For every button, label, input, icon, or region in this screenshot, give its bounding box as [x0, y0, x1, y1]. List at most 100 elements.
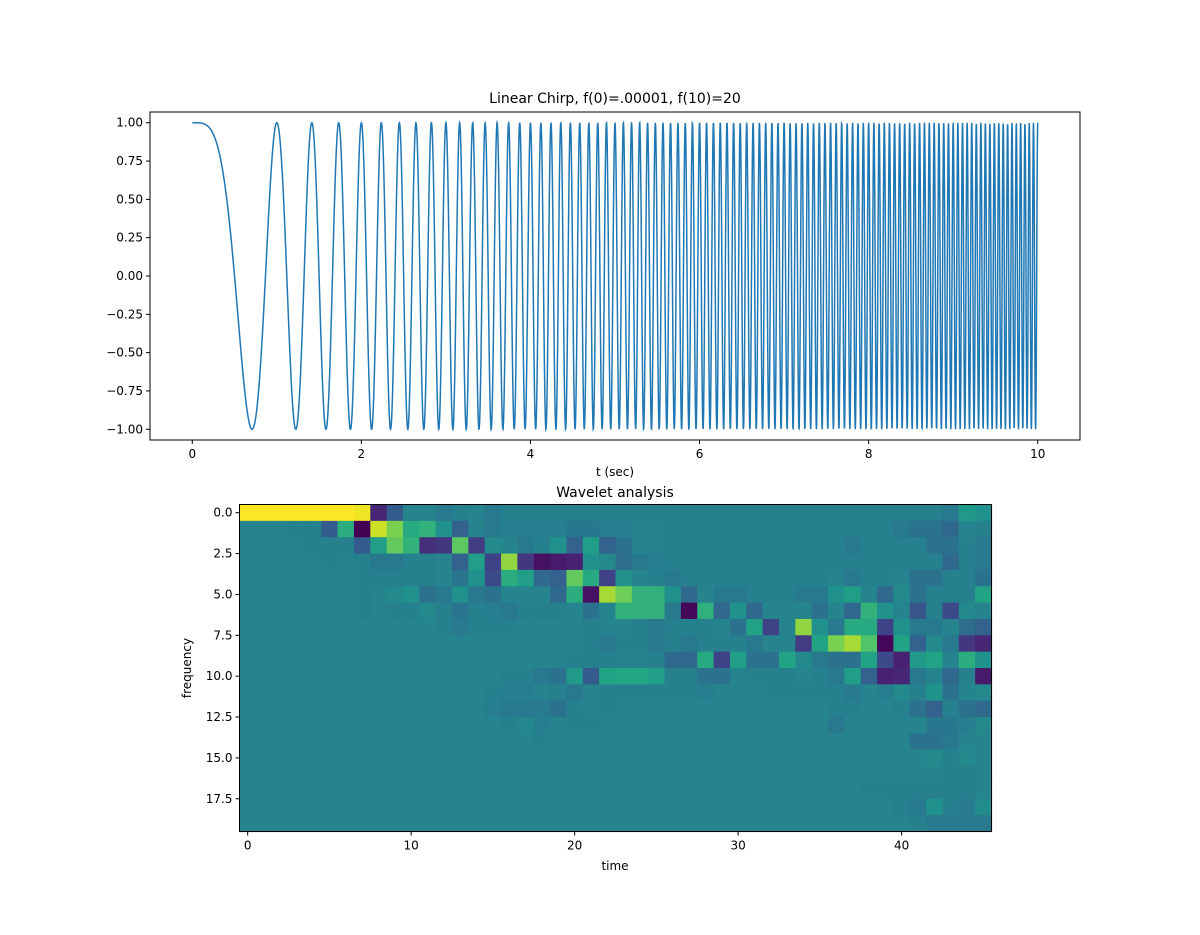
heatmap-cell — [729, 815, 747, 833]
heatmap-cell — [828, 635, 845, 653]
heatmap-cell — [729, 618, 747, 636]
heatmap-cell — [533, 798, 551, 816]
heatmap-cell — [762, 586, 780, 604]
heatmap-cell — [419, 635, 437, 653]
heatmap-cell — [566, 798, 584, 816]
heatmap-cell — [239, 651, 257, 669]
heatmap-cell — [631, 520, 649, 538]
heatmap-cell — [909, 586, 927, 604]
heatmap-cell — [697, 782, 715, 800]
heatmap-cell — [452, 798, 469, 816]
heatmap-cell — [664, 798, 682, 816]
heatmap-cell — [239, 733, 257, 751]
heatmap-cell — [909, 635, 927, 653]
heatmap-x-axis-label: time — [601, 859, 628, 873]
heatmap-cell — [909, 602, 927, 620]
y-tick-label: 0.25 — [116, 231, 143, 245]
heatmap-cell — [452, 569, 469, 587]
heatmap-cell — [370, 684, 388, 702]
heatmap-cell — [599, 504, 617, 522]
heatmap-y-axis-ticks: 0.0 2.5 5.0 7.5 10.0 12.5 15.0 17.5 — [206, 506, 240, 806]
heatmap-cell — [713, 651, 731, 669]
heatmap-cell — [550, 700, 568, 718]
heatmap-cell — [713, 700, 731, 718]
heatmap-cell — [239, 798, 257, 816]
heatmap-cell — [942, 504, 960, 522]
heatmap-cell — [795, 553, 813, 571]
heatmap-cell — [631, 766, 649, 784]
heatmap-cell — [533, 586, 551, 604]
heatmap-cell — [386, 504, 404, 522]
heatmap-cell — [239, 553, 257, 571]
heatmap-cell — [795, 537, 813, 555]
heatmap-cell — [582, 766, 600, 784]
chirp-plot-title: Linear Chirp, f(0)=.00001, f(10)=20 — [489, 91, 741, 107]
heatmap-cell — [746, 684, 764, 702]
heatmap-cell — [337, 733, 355, 751]
heatmap-cell — [501, 815, 519, 833]
heatmap-cell — [370, 733, 388, 751]
heatmap-cell — [680, 668, 698, 685]
heatmap-cell — [321, 668, 339, 685]
heatmap-cell — [255, 618, 273, 636]
heatmap-cell — [648, 651, 666, 669]
heatmap-cell — [402, 553, 420, 571]
heatmap-cell — [648, 635, 666, 653]
heatmap-cell — [680, 717, 698, 734]
heatmap-cell — [288, 815, 306, 833]
heatmap-cell — [828, 798, 845, 816]
heatmap-cell — [811, 668, 829, 685]
heatmap-cell — [697, 766, 715, 784]
heatmap-cell — [501, 537, 519, 555]
heatmap-cell — [778, 668, 796, 685]
heatmap-cell — [272, 733, 290, 751]
x-tick-label: 10 — [404, 839, 419, 853]
heatmap-cell — [435, 700, 453, 718]
heatmap-cell — [729, 700, 747, 718]
heatmap-cell — [272, 651, 290, 669]
heatmap-cell — [337, 684, 355, 702]
heatmap-cell — [975, 618, 993, 636]
heatmap-cell — [828, 504, 845, 522]
heatmap-cell — [353, 537, 371, 555]
heatmap-cell — [697, 651, 715, 669]
heatmap-cell — [893, 733, 911, 751]
heatmap-cell — [255, 537, 273, 555]
heatmap-cells — [239, 504, 993, 833]
heatmap-cell — [321, 504, 339, 522]
heatmap-cell — [615, 618, 633, 636]
heatmap-cell — [353, 815, 371, 833]
heatmap-cell — [860, 569, 878, 587]
heatmap-x-axis-ticks: 0 10 20 30 40 — [244, 831, 909, 853]
heatmap-cell — [680, 618, 698, 636]
heatmap-cell — [697, 586, 715, 604]
heatmap-cell — [828, 537, 845, 555]
heatmap-cell — [926, 749, 944, 767]
heatmap-cell — [304, 798, 322, 816]
heatmap-cell — [615, 651, 633, 669]
heatmap-cell — [615, 569, 633, 587]
heatmap-cell — [648, 618, 666, 636]
heatmap-cell — [893, 798, 911, 816]
heatmap-cell — [501, 618, 519, 636]
heatmap-cell — [599, 668, 617, 685]
heatmap-cell — [452, 537, 469, 555]
heatmap-cell — [370, 700, 388, 718]
heatmap-cell — [402, 684, 420, 702]
heatmap-cell — [533, 815, 551, 833]
heatmap-cell — [272, 553, 290, 571]
heatmap-cell — [926, 782, 944, 800]
heatmap-cell — [615, 504, 633, 522]
heatmap-cell — [877, 733, 895, 751]
heatmap-cell — [353, 602, 371, 620]
heatmap-cell — [304, 668, 322, 685]
heatmap-cell — [828, 618, 845, 636]
heatmap-cell — [255, 635, 273, 653]
heatmap-cell — [337, 602, 355, 620]
heatmap-cell — [680, 684, 698, 702]
heatmap-cell — [877, 684, 895, 702]
heatmap-cell — [353, 684, 371, 702]
heatmap-cell — [648, 537, 666, 555]
heatmap-cell — [631, 782, 649, 800]
heatmap-cell — [762, 798, 780, 816]
